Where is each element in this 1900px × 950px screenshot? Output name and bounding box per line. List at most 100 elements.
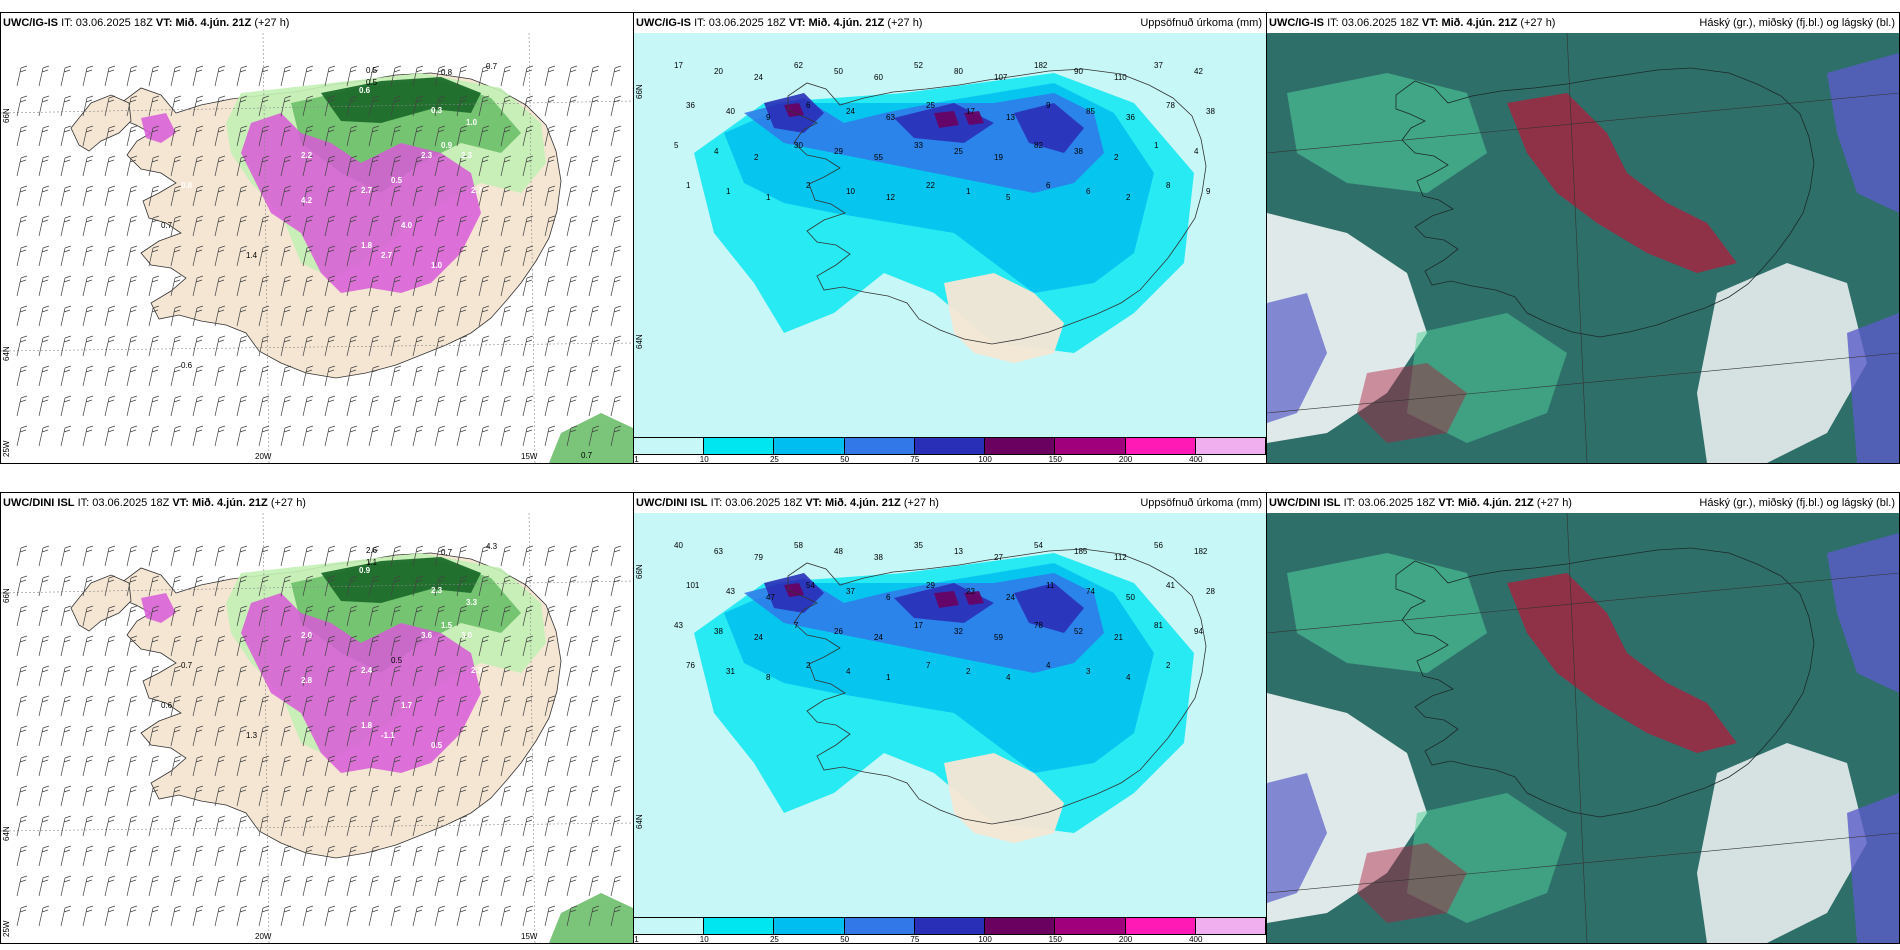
wind-barb	[324, 905, 336, 927]
wind-barb	[390, 155, 402, 177]
wind-barb	[456, 755, 468, 777]
precip-value-label: 4	[714, 147, 719, 156]
wind-barb	[192, 125, 204, 147]
wind-barb	[258, 95, 270, 117]
colorbar-swatch	[1125, 438, 1196, 454]
wind-barb	[544, 95, 556, 117]
wind-barb	[610, 845, 622, 867]
panel-title: UWC/IG-IS IT: 03.06.2025 18Z VT: Mið. 4.…	[3, 17, 289, 29]
wind-barb	[566, 395, 578, 417]
wind-barb	[148, 815, 160, 837]
wind-barb	[170, 215, 182, 237]
wind-barb	[104, 305, 116, 327]
precip-value-label: 5	[674, 141, 679, 150]
wind-barb	[412, 245, 424, 267]
wind-barb	[104, 185, 116, 207]
wind-barb	[368, 215, 380, 237]
wind-barb	[324, 185, 336, 207]
wind-barb	[82, 125, 94, 147]
wind-barb	[390, 755, 402, 777]
wind-barb	[214, 875, 226, 897]
precip-value-label: 6	[1086, 187, 1091, 196]
wind-barb	[390, 275, 402, 297]
wind-barb	[434, 815, 446, 837]
wind-barb	[522, 125, 534, 147]
wind-barb	[38, 725, 50, 747]
wind-barb	[456, 725, 468, 747]
wind-barb	[610, 215, 622, 237]
wind-barb	[302, 635, 314, 657]
wind-barb	[16, 155, 28, 177]
wind-barb	[302, 245, 314, 267]
lat-label-64n: 64N	[635, 334, 644, 349]
wind-barb	[302, 755, 314, 777]
wind-barb	[434, 545, 446, 567]
wind-barb	[522, 605, 534, 627]
wind-barb	[126, 185, 138, 207]
wind-barb	[390, 725, 402, 747]
wind-barb	[610, 875, 622, 897]
wind-barb	[368, 275, 380, 297]
precip-value-label: 6	[1046, 181, 1051, 190]
precip-value-label: 78	[1166, 101, 1175, 110]
wind-barb	[214, 335, 226, 357]
wind-barb	[522, 335, 534, 357]
wind-barb	[16, 305, 28, 327]
wind-barb	[258, 695, 270, 717]
colorbar-label: 1	[634, 455, 639, 464]
wind-barb	[500, 665, 512, 687]
wind-barb	[412, 185, 424, 207]
precip-value-label: 94	[1194, 627, 1203, 636]
wind-barb	[82, 785, 94, 807]
wind-barb	[280, 425, 292, 447]
wind-barb	[82, 665, 94, 687]
wind-barb	[522, 635, 534, 657]
wind-barb	[500, 365, 512, 387]
wind-barb	[280, 305, 292, 327]
wind-barb	[412, 275, 424, 297]
wind-barb	[258, 305, 270, 327]
precip-value-label: 6	[886, 593, 891, 602]
wind-barb	[434, 905, 446, 927]
wind-barb	[148, 215, 160, 237]
value-label: 0.8	[181, 181, 193, 190]
wind-barb	[82, 275, 94, 297]
wind-barb	[236, 605, 248, 627]
wind-barb	[478, 905, 490, 927]
wind-barb	[170, 635, 182, 657]
wind-barb	[368, 605, 380, 627]
wind-barb	[170, 65, 182, 87]
wind-barb	[280, 335, 292, 357]
wind-barb	[104, 425, 116, 447]
wind-barb	[38, 275, 50, 297]
precip-value-label: 33	[914, 141, 923, 150]
precip-value-label: 112	[1114, 553, 1127, 562]
wind-barb	[302, 395, 314, 417]
wind-barb	[126, 785, 138, 807]
wind-barb	[610, 95, 622, 117]
precip-75	[764, 573, 1084, 633]
wind-barb	[126, 905, 138, 927]
wind-barb	[236, 185, 248, 207]
wind-barb	[412, 695, 424, 717]
wind-barb	[522, 875, 534, 897]
wind-barb	[60, 425, 72, 447]
model-name: UWC/IG-IS	[1269, 17, 1324, 29]
wind-barb	[434, 665, 446, 687]
precip-value-label: 38	[874, 553, 883, 562]
precip-value-label: 40	[674, 541, 683, 550]
wind-barb	[522, 95, 534, 117]
wind-barb	[412, 215, 424, 237]
precip-value-label: 2	[966, 667, 971, 676]
wind-barb	[258, 545, 270, 567]
wind-barb	[60, 65, 72, 87]
precip-value-label: 2	[754, 153, 759, 162]
wind-barb	[16, 335, 28, 357]
wind-barb	[60, 725, 72, 747]
wind-barb	[588, 575, 600, 597]
wind-barb	[214, 245, 226, 267]
precip-value-label: 58	[794, 541, 803, 550]
colorbar-swatch	[634, 438, 705, 454]
colorbar-label: 400	[1189, 455, 1203, 464]
